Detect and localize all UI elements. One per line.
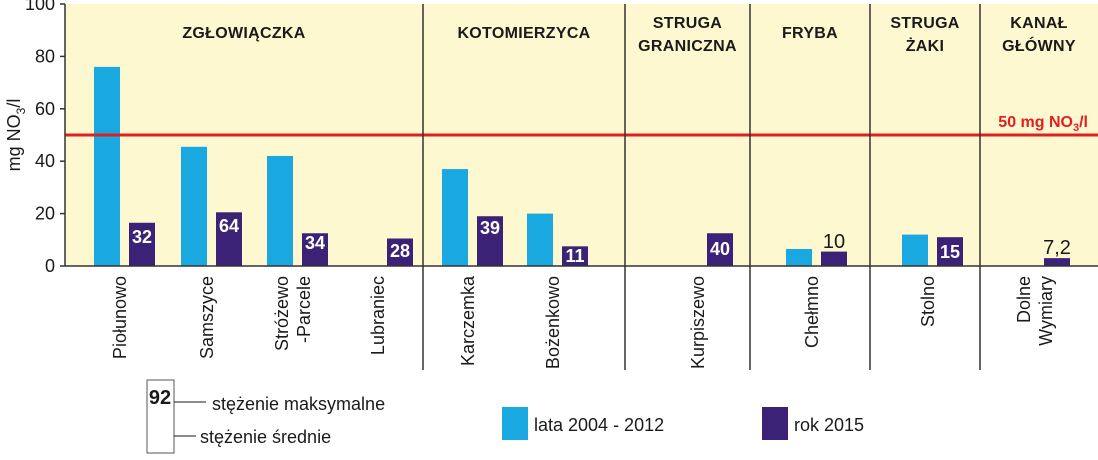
- bar-series-2015: [302, 233, 328, 266]
- bar-series-2004-2012: [94, 66, 120, 266]
- category-label: Karczemka: [458, 275, 478, 366]
- bar-series-2004-2012: [902, 234, 928, 266]
- river-group-label: STRUGA: [653, 15, 722, 32]
- category-label: Dolne: [1014, 276, 1034, 323]
- key-max-label: stężenie maksymalne: [212, 394, 385, 414]
- bar-series-2015: [562, 246, 588, 266]
- max-concentration-label: 7,2: [1043, 237, 1071, 259]
- category-label: Samszyce: [197, 276, 217, 359]
- bar-series-2015: [707, 233, 733, 266]
- max-concentration-label: 10: [823, 231, 845, 253]
- river-group-label: GRANICZNA: [638, 38, 737, 55]
- category-label: -Parcele: [294, 276, 314, 343]
- bar-series-2004-2012: [267, 155, 293, 266]
- max-concentration-label: 32: [132, 227, 152, 247]
- category-label: Chełmno: [802, 276, 822, 348]
- key-sample-value: 92: [149, 387, 171, 409]
- category-label: Stolno: [918, 276, 938, 327]
- river-group-label: GŁÓWNY: [1002, 36, 1076, 55]
- max-concentration-label: 28: [390, 241, 410, 261]
- river-group-label: ZGŁOWIĄCZKA: [182, 25, 305, 42]
- river-group-label: FRYBA: [782, 25, 838, 42]
- bar-series-2015: [821, 251, 847, 266]
- river-group-label: KANAŁ: [1010, 15, 1068, 32]
- category-label: Kurpiszewo: [688, 276, 708, 369]
- max-concentration-label: 11: [565, 246, 584, 266]
- max-concentration-label: 64: [219, 216, 239, 236]
- max-concentration-label: 34: [305, 233, 325, 253]
- category-label: Bożenkowo: [543, 276, 563, 369]
- legend-swatch: [762, 407, 788, 440]
- max-concentration-label: 40: [710, 239, 730, 259]
- bar-series-2015: [129, 222, 155, 266]
- bar-series-2004-2012: [527, 213, 553, 266]
- category-label: Lubraniec: [368, 276, 388, 355]
- y-axis-title: mg NO3/l: [4, 99, 28, 172]
- threshold-label: 50 mg NO3/l: [998, 114, 1088, 134]
- bar-series-2004-2012: [442, 169, 468, 266]
- y-tick-label: 40: [35, 151, 55, 171]
- legend-label: rok 2015: [794, 415, 864, 435]
- legend-label: lata 2004 - 2012: [534, 415, 664, 435]
- bar-series-2015: [216, 212, 242, 266]
- key-sample-bar: [146, 379, 175, 454]
- bar-series-2015: [1044, 258, 1070, 266]
- y-tick-label: 80: [35, 46, 55, 66]
- river-group-label: STRUGA: [890, 15, 959, 32]
- river-group-label: ŻAKI: [906, 37, 945, 55]
- legend-swatch: [502, 407, 528, 440]
- max-concentration-label: 39: [480, 218, 500, 238]
- y-tick-label: 0: [45, 256, 55, 276]
- max-concentration-label: 15: [940, 242, 960, 262]
- bar-series-2015: [387, 238, 413, 266]
- y-tick-label: 100: [25, 0, 55, 14]
- key-avg-label: stężenie średnie: [200, 427, 331, 447]
- bar-series-2004-2012: [181, 146, 207, 266]
- category-label: Piołunowo: [110, 276, 130, 359]
- bar-series-2015: [937, 237, 963, 266]
- river-group-label: KOTOMIERZYCA: [457, 25, 590, 42]
- y-tick-label: 60: [35, 99, 55, 119]
- y-tick-label: 20: [35, 204, 55, 224]
- category-label: Stróżewo: [272, 276, 292, 351]
- bar-series-2015: [477, 216, 503, 266]
- category-label: Wymiary: [1036, 276, 1056, 346]
- bar-series-2004-2012: [786, 248, 812, 266]
